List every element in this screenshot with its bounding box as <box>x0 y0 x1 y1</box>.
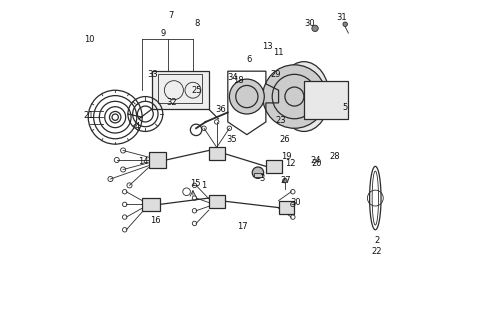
Text: 21: 21 <box>84 111 94 120</box>
Text: 35: 35 <box>226 135 237 144</box>
Text: 7: 7 <box>168 11 173 20</box>
Text: 32: 32 <box>166 99 176 108</box>
Text: 6: 6 <box>246 55 252 64</box>
Circle shape <box>282 178 287 183</box>
Circle shape <box>229 79 264 114</box>
Text: 18: 18 <box>232 76 243 85</box>
Text: 33: 33 <box>146 70 157 79</box>
Text: 30: 30 <box>304 19 314 28</box>
Text: 29: 29 <box>270 70 281 79</box>
Text: 25: 25 <box>192 86 202 95</box>
Text: 8: 8 <box>193 19 199 28</box>
Circle shape <box>262 65 325 128</box>
Ellipse shape <box>278 62 329 132</box>
Text: 26: 26 <box>278 135 289 144</box>
Text: 15: 15 <box>190 179 200 188</box>
Text: 31: 31 <box>336 13 346 22</box>
Text: 13: 13 <box>261 42 272 51</box>
Text: 23: 23 <box>275 116 286 125</box>
Circle shape <box>311 25 318 32</box>
Text: 19: 19 <box>280 152 290 161</box>
Text: 28: 28 <box>329 152 340 161</box>
FancyBboxPatch shape <box>265 160 281 173</box>
Text: 1: 1 <box>201 181 206 190</box>
Text: 5: 5 <box>341 103 347 112</box>
Text: 20: 20 <box>311 159 321 168</box>
Text: 3: 3 <box>259 174 264 183</box>
FancyBboxPatch shape <box>253 173 261 178</box>
Text: 9: 9 <box>160 28 165 38</box>
Text: 36: 36 <box>215 105 226 114</box>
Text: 10: 10 <box>84 35 94 44</box>
FancyBboxPatch shape <box>208 195 224 208</box>
FancyBboxPatch shape <box>148 152 166 168</box>
Text: 4: 4 <box>134 122 140 131</box>
Text: 12: 12 <box>285 159 295 168</box>
Text: 27: 27 <box>280 176 290 185</box>
Text: 22: 22 <box>370 247 381 257</box>
Circle shape <box>252 167 263 178</box>
Text: 2: 2 <box>373 236 379 245</box>
Text: 24: 24 <box>310 156 321 164</box>
FancyBboxPatch shape <box>278 201 294 214</box>
FancyBboxPatch shape <box>208 147 224 160</box>
Text: 11: 11 <box>273 48 283 57</box>
FancyBboxPatch shape <box>303 81 348 119</box>
Text: 16: 16 <box>150 216 160 225</box>
FancyBboxPatch shape <box>151 71 208 109</box>
Circle shape <box>342 22 347 27</box>
Text: 34: 34 <box>227 73 238 82</box>
FancyBboxPatch shape <box>142 198 159 211</box>
Text: 17: 17 <box>237 222 248 231</box>
Text: 14: 14 <box>138 157 148 166</box>
Text: 30: 30 <box>290 198 300 207</box>
